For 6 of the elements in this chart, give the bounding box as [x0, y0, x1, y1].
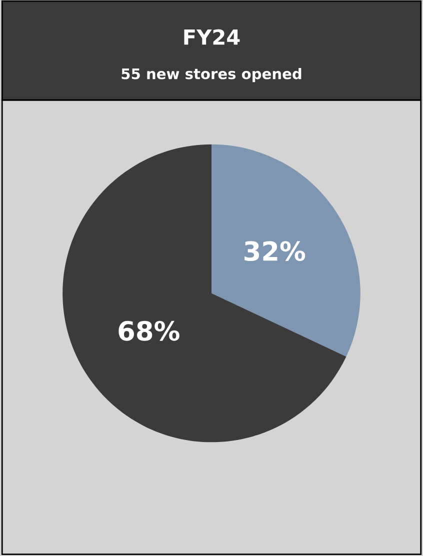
pie-slice	[62, 144, 346, 442]
chart-subtitle: 55 new stores opened	[122, 68, 302, 82]
pie-slice	[212, 144, 360, 357]
data-label: 32%	[244, 241, 306, 262]
chart-title: FY24	[184, 29, 240, 45]
data-label: 68%	[118, 320, 180, 341]
